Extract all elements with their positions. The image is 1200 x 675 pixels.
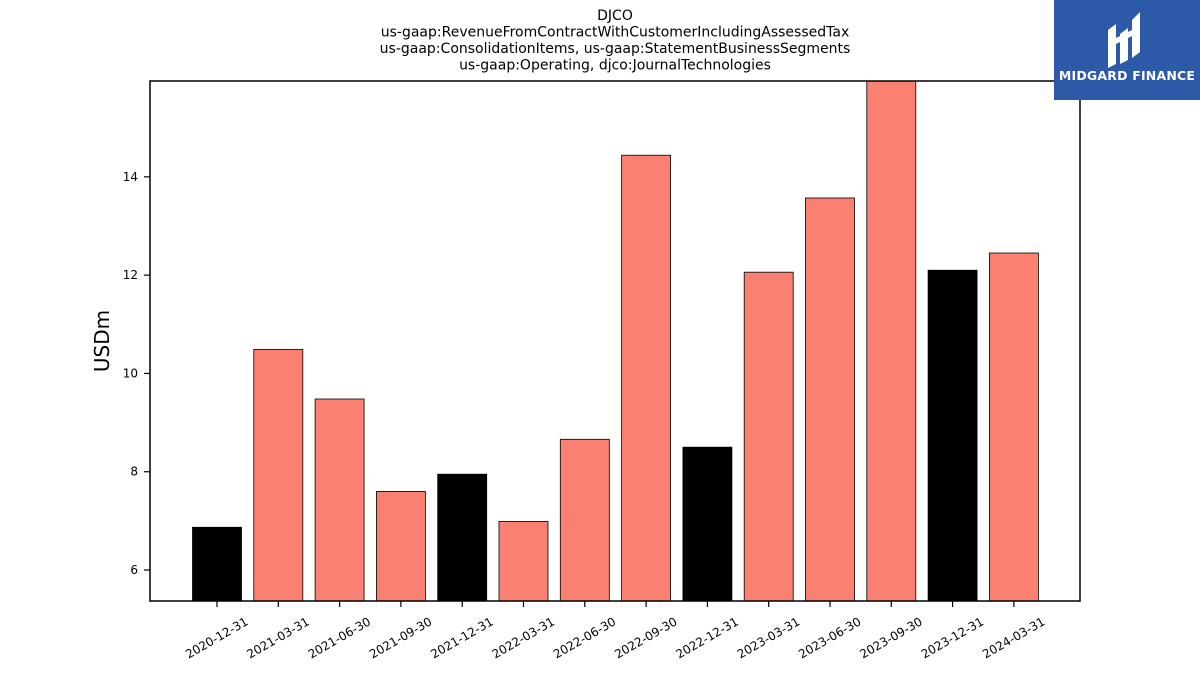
x-tick-label: 2021-03-31 — [244, 614, 311, 661]
bar-2022-06-30 — [559, 438, 610, 602]
logo-text: MIDGARD FINANCE — [1058, 68, 1196, 83]
logo-mark-icon — [1108, 12, 1140, 68]
x-tick-label: 2023-12-31 — [919, 614, 986, 661]
bar-2021-09-30 — [375, 490, 426, 602]
x-axis: 2020-12-312021-03-312021-06-302021-09-30… — [183, 601, 1047, 661]
bar-2023-12-31 — [927, 269, 978, 602]
x-tick-label: 2023-09-30 — [857, 614, 924, 661]
y-axis: 6 8 10 12 14 — [123, 170, 150, 577]
y-tick-label: 14 — [123, 170, 138, 184]
bar-2020-12-31 — [192, 526, 242, 602]
y-tick-label: 8 — [130, 465, 138, 479]
x-tick-label: 2021-06-30 — [306, 614, 373, 661]
midgard-finance-logo: MIDGARD FINANCE — [1054, 0, 1200, 100]
bar-2021-06-30 — [314, 398, 365, 602]
title-line: us-gaap:Operating, djco:JournalTechnolog… — [459, 58, 771, 74]
bar-2023-03-31 — [743, 271, 794, 602]
x-tick-label: 2021-12-31 — [428, 614, 495, 661]
y-tick-label: 6 — [130, 563, 138, 577]
chart-title: DJCOus-gaap:RevenueFromContractWithCusto… — [380, 8, 851, 74]
title-line: us-gaap:ConsolidationItems, us-gaap:Stat… — [380, 41, 851, 57]
bar-2023-06-30 — [805, 197, 855, 602]
x-tick-label: 2022-12-31 — [673, 614, 740, 661]
plot-area-frame — [149, 80, 1081, 602]
title-line: DJCO — [597, 8, 633, 24]
x-tick-label: 2022-03-31 — [490, 614, 557, 661]
bar-2024-03-31 — [989, 252, 1039, 602]
x-tick-label: 2020-12-31 — [183, 614, 250, 661]
y-axis-label: USDm — [90, 310, 114, 372]
x-tick-label: 2022-09-30 — [612, 614, 679, 661]
title-line: us-gaap:RevenueFromContractWithCustomerI… — [381, 25, 850, 41]
x-tick-label: 2022-06-30 — [551, 614, 618, 661]
bars — [192, 80, 1039, 602]
x-tick-label: 2024-03-31 — [980, 614, 1047, 661]
x-tick-label: 2023-03-31 — [735, 614, 802, 661]
bar-2022-03-31 — [498, 520, 549, 602]
bar-2023-09-30 — [866, 80, 917, 602]
bar-2021-12-31 — [437, 473, 488, 602]
bar-2022-09-30 — [621, 154, 671, 602]
x-tick-label: 2023-06-30 — [796, 614, 863, 661]
bar-2021-03-31 — [253, 348, 304, 602]
bar-2022-12-31 — [682, 446, 733, 602]
x-tick-label: 2021-09-30 — [367, 614, 434, 661]
y-tick-label: 10 — [123, 366, 138, 380]
y-tick-label: 12 — [123, 268, 138, 282]
